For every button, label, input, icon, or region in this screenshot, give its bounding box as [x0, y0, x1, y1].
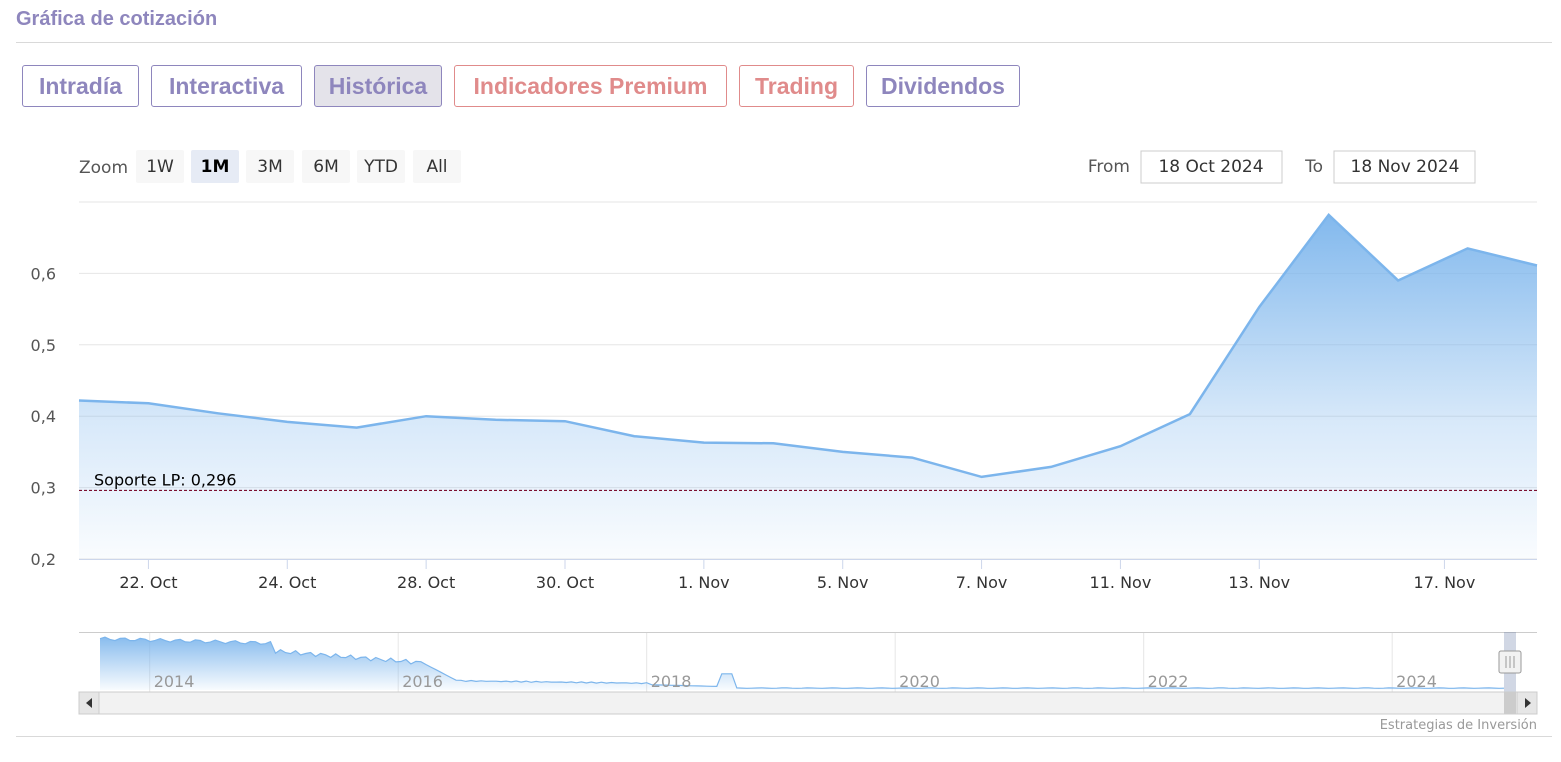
x-tick-label: 7. Nov — [956, 573, 1008, 592]
price-line — [78, 213, 1538, 479]
zoom-1m-bg[interactable] — [191, 150, 239, 183]
support-label: Soporte LP: 0,296 — [94, 470, 237, 489]
tab-trading[interactable]: Trading — [739, 65, 854, 107]
title-divider — [16, 42, 1552, 43]
x-tick-label: 1. Nov — [678, 573, 730, 592]
zoom-all-bg[interactable] — [413, 150, 461, 183]
x-axis: 22. Oct 24. Oct 28. Oct 30. Oct 1. Nov 5. Nov… — [119, 559, 1475, 592]
x-tick-label: 11. Nov — [1090, 573, 1152, 592]
navigator[interactable]: 2014 2016 2018 2020 2022 2024 — [79, 632, 1537, 692]
navigator-year-label: 2016 — [402, 672, 443, 691]
zoom-1w-bg[interactable] — [136, 150, 184, 183]
navigator-axis: 2014 2016 2018 2020 2022 2024 — [154, 672, 1437, 691]
y-tick-label: 0,2 — [31, 550, 56, 569]
stock-chart: Zoom 1W 1M 3M 6M YTD All From 18 Oct 202… — [31, 150, 1538, 733]
tab-interactiva[interactable]: Interactiva — [151, 65, 302, 107]
navigator-area — [100, 637, 1504, 690]
zoom-all-button[interactable]: All — [426, 157, 447, 177]
to-label: To — [1304, 157, 1323, 177]
zoom-6m-button[interactable]: 6M — [313, 157, 338, 177]
zoom-3m-button[interactable]: 3M — [257, 157, 282, 177]
y-tick-label: 0,4 — [31, 407, 56, 426]
navigator-year-label: 2014 — [154, 672, 195, 691]
from-label: From — [1088, 157, 1130, 177]
zoom-1w-button[interactable]: 1W — [146, 157, 174, 177]
zoom-ytd-button[interactable]: YTD — [363, 157, 398, 177]
tab-indicadores-premium[interactable]: Indicadores Premium — [454, 65, 727, 107]
to-date-value: 18 Nov 2024 — [1351, 157, 1460, 177]
tab-historica[interactable]: Histórica — [314, 65, 442, 107]
scrollbar-track[interactable] — [78, 691, 1538, 715]
scrollbar-thumb[interactable] — [1504, 692, 1516, 714]
from-date-input[interactable] — [1140, 150, 1283, 184]
zoom-3m-bg[interactable] — [246, 150, 294, 183]
zoom-6m-bg[interactable] — [302, 150, 350, 183]
x-tick-label: 5. Nov — [817, 573, 869, 592]
navigator-line — [99, 636, 1505, 689]
scrollbar[interactable] — [78, 691, 1538, 715]
navigator-year-label: 2020 — [899, 672, 940, 691]
to-date-input[interactable] — [1333, 150, 1476, 184]
bottom-divider — [16, 736, 1552, 737]
zoom-ytd-bg[interactable] — [357, 150, 405, 183]
chart-section-title: Gráfica de cotización — [16, 8, 218, 30]
y-tick-label: 0,3 — [31, 479, 56, 498]
x-tick-label: 13. Nov — [1228, 573, 1290, 592]
x-tick-label: 30. Oct — [536, 573, 594, 592]
tab-dividendos[interactable]: Dividendos — [866, 65, 1020, 107]
scroll-left-arrow-icon — [86, 698, 92, 708]
tab-intradia[interactable]: Intradía — [22, 65, 139, 107]
navigator-year-label: 2018 — [651, 672, 692, 691]
x-tick-label: 24. Oct — [258, 573, 316, 592]
x-tick-label: 17. Nov — [1414, 573, 1476, 592]
zoom-buttons: 1W 1M 3M 6M YTD All — [136, 150, 461, 183]
zoom-label: Zoom — [79, 158, 128, 178]
chart-credits: Estrategias de Inversión — [1380, 718, 1537, 733]
navigator-year-label: 2024 — [1396, 672, 1437, 691]
price-area — [79, 214, 1537, 559]
y-axis: 0,2 0,3 0,4 0,5 0,6 — [31, 264, 56, 569]
scroll-right-arrow-icon — [1525, 698, 1531, 708]
x-tick-label: 28. Oct — [397, 573, 455, 592]
navigator-year-label: 2022 — [1148, 672, 1189, 691]
y-tick-label: 0,6 — [31, 264, 56, 283]
x-tick-label: 22. Oct — [119, 573, 177, 592]
from-date-value: 18 Oct 2024 — [1158, 157, 1263, 177]
zoom-1m-button[interactable]: 1M — [201, 157, 230, 177]
y-tick-label: 0,5 — [31, 336, 56, 355]
